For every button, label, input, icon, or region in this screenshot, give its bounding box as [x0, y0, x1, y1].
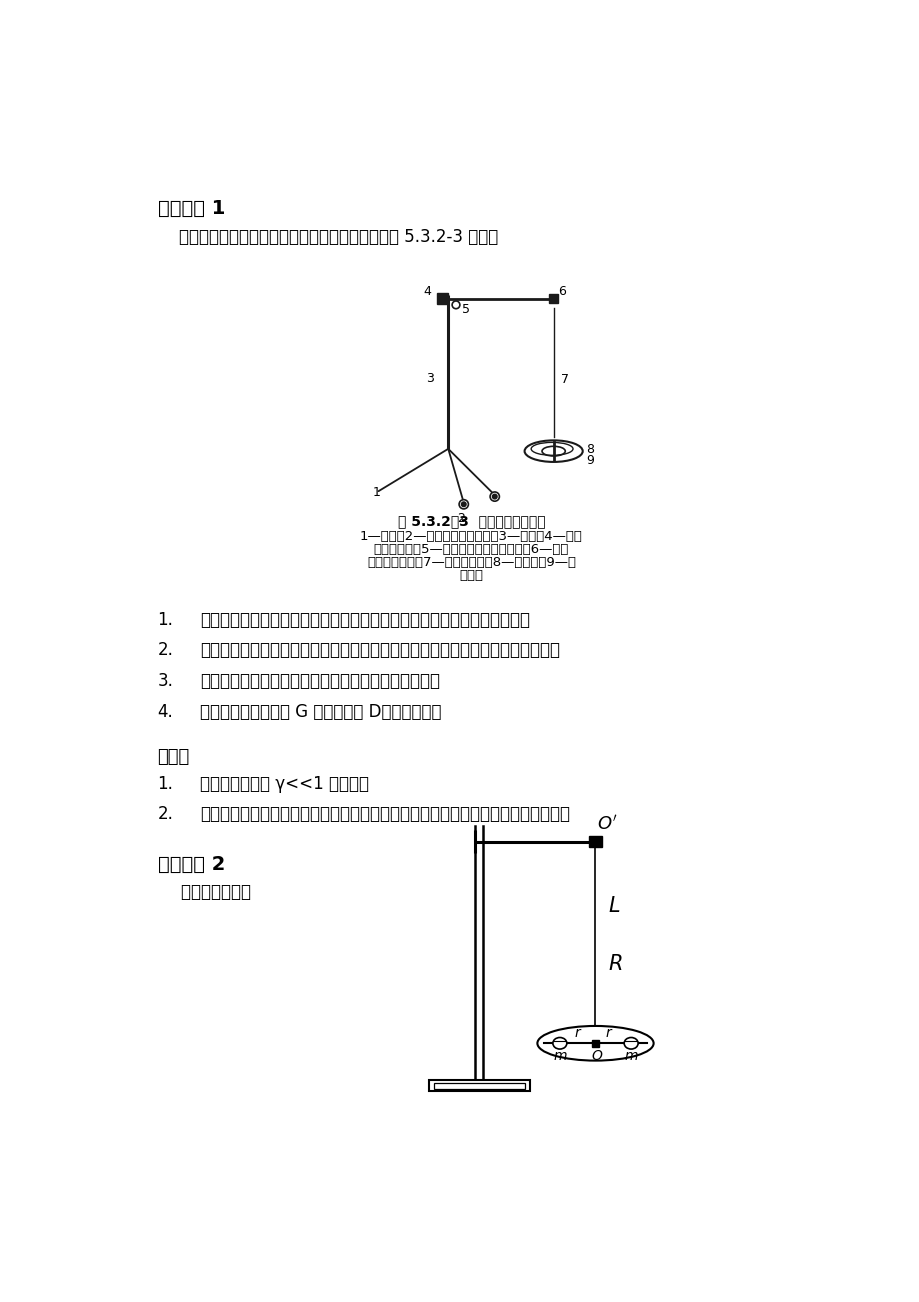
Text: 图 5.3.2－3  扭摆的结构示意图: 图 5.3.2－3 扭摆的结构示意图	[397, 514, 545, 529]
Text: 8: 8	[585, 444, 594, 457]
Text: 1—底座；2—底座上的调平螺丝；3—支杆；4—固定: 1—底座；2—底座上的调平螺丝；3—支杆；4—固定	[359, 530, 583, 543]
Text: 实验内容 1: 实验内容 1	[157, 199, 225, 217]
Text: 实验用扭摆法测量钢丝的切变模量，扭摆装置如图 5.3.2-3 所示。: 实验用扭摆法测量钢丝的切变模量，扭摆装置如图 5.3.2-3 所示。	[157, 228, 497, 246]
Text: 装置扭摆，使钢丝与作为扭摆的圆盘面垂直，圆环应能方便地置于圆盘上。: 装置扭摆，使钢丝与作为扭摆的圆盘面垂直，圆环应能方便地置于圆盘上。	[200, 611, 529, 629]
Circle shape	[490, 492, 499, 501]
Text: 写出相对误差公式，据此估算应测多少个周期较合适。: 写出相对误差公式，据此估算应测多少个周期较合适。	[200, 672, 440, 690]
Text: 2: 2	[457, 512, 465, 525]
Text: 实验装置如右图: 实验装置如右图	[157, 883, 250, 901]
Text: 3.: 3.	[157, 672, 174, 690]
Ellipse shape	[552, 1038, 566, 1049]
Text: 1.: 1.	[157, 775, 174, 793]
Text: $r$: $r$	[605, 1026, 613, 1040]
Bar	[437, 293, 448, 305]
Text: 3: 3	[426, 372, 434, 385]
Text: 本实验是否满足 γ<<1 的条件？: 本实验是否满足 γ<<1 的条件？	[200, 775, 369, 793]
Circle shape	[451, 301, 460, 309]
Ellipse shape	[541, 447, 564, 456]
Text: 9: 9	[585, 454, 594, 467]
Text: 计算钢丝的切变模量 G 和扭转模量 D，分析误差。: 计算钢丝的切变模量 G 和扭转模量 D，分析误差。	[200, 703, 441, 721]
Bar	[591, 1040, 598, 1047]
Text: 4: 4	[423, 285, 431, 298]
Ellipse shape	[524, 440, 582, 462]
Text: 金属丝的螺丝；7—待测金属丝；8—金属环；9—金: 金属丝的螺丝；7—待测金属丝；8—金属环；9—金	[367, 556, 575, 569]
Circle shape	[459, 500, 468, 509]
Text: 1.: 1.	[157, 611, 174, 629]
Text: 1: 1	[372, 486, 380, 499]
Ellipse shape	[537, 1026, 652, 1061]
Text: $m$: $m$	[623, 1048, 638, 1062]
Text: 2.: 2.	[157, 642, 174, 659]
Bar	[433, 1082, 525, 1088]
Text: $O$: $O$	[590, 1048, 603, 1062]
Circle shape	[492, 495, 496, 499]
Bar	[588, 836, 602, 846]
Text: 思考题: 思考题	[157, 747, 189, 766]
Text: $L$: $L$	[607, 896, 619, 917]
Text: 用螺旋测微器测钢丝直径，用游标卡尺测环的内外径，用米尺测钢丝的有效长度。: 用螺旋测微器测钢丝直径，用游标卡尺测环的内外径，用米尺测钢丝的有效长度。	[200, 642, 560, 659]
Text: 2.: 2.	[157, 805, 174, 823]
Bar	[549, 294, 558, 303]
Ellipse shape	[623, 1038, 638, 1049]
Text: $R$: $R$	[607, 953, 622, 974]
Text: 横杆的螺母；5—连接支杆和横杆的螺丝；6—固定: 横杆的螺母；5—连接支杆和横杆的螺丝；6—固定	[373, 543, 569, 556]
Circle shape	[461, 503, 466, 506]
Text: 7: 7	[561, 372, 569, 385]
Text: 5: 5	[461, 302, 470, 315]
Text: 实验内容 2: 实验内容 2	[157, 855, 225, 875]
Bar	[428, 1081, 529, 1091]
Text: 为提高测量精度，本实验在设计上作了哪些安排？在具体测量时又要注意什么问题？: 为提高测量精度，本实验在设计上作了哪些安排？在具体测量时又要注意什么问题？	[200, 805, 570, 823]
Text: 4.: 4.	[157, 703, 173, 721]
Text: $O'$: $O'$	[596, 814, 617, 833]
Text: 属悬盘: 属悬盘	[459, 569, 483, 582]
Text: $r$: $r$	[573, 1026, 582, 1040]
Text: 6: 6	[558, 285, 565, 298]
Text: $m$: $m$	[552, 1048, 566, 1062]
